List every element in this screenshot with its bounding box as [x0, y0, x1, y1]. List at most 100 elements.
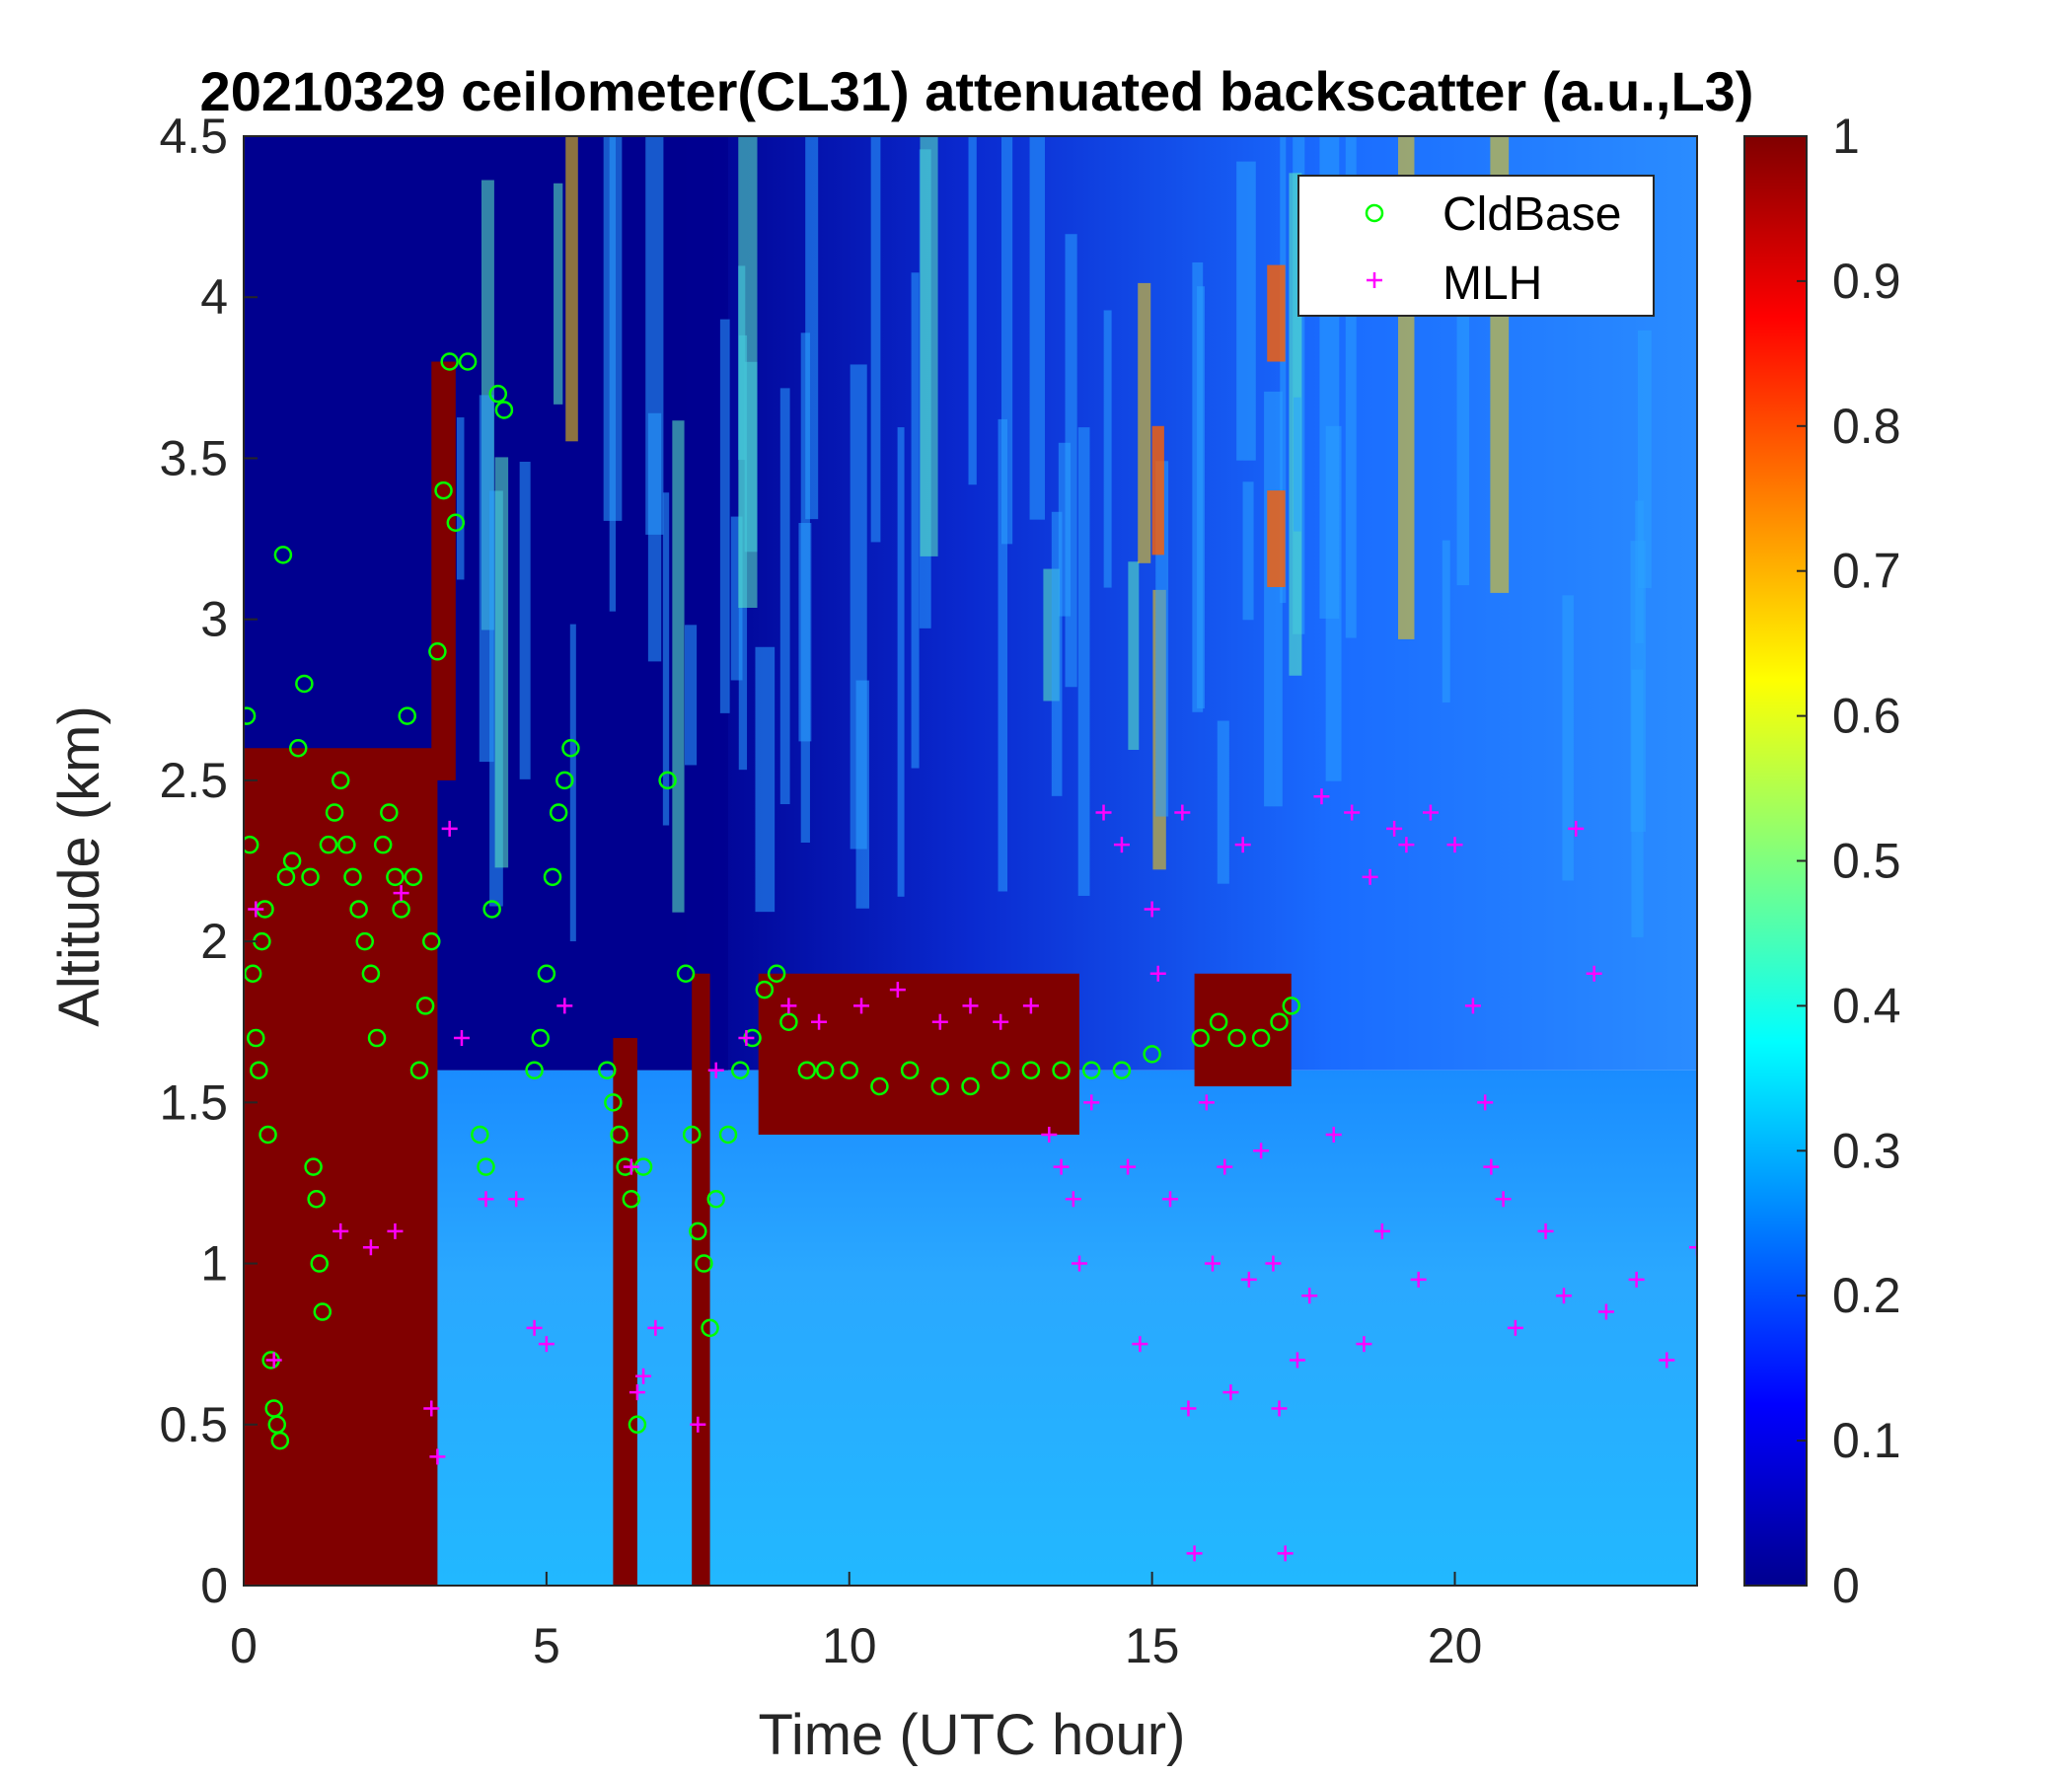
cldbase-point: [295, 674, 314, 694]
cldbase-point: [446, 513, 466, 532]
mlh-point: [1689, 1239, 1697, 1256]
dense-backscatter-region: [431, 361, 456, 780]
backscatter-streak: [897, 427, 905, 897]
mlh-point: [1446, 837, 1463, 853]
cldbase-point: [488, 384, 508, 404]
cldbase-point: [706, 1190, 725, 1209]
mlh-point: [647, 1319, 664, 1336]
cldbase-point: [307, 1190, 326, 1209]
backscatter-streak: [779, 388, 790, 805]
cldbase-point: [380, 803, 399, 822]
colorbar-tick-label: 0.6: [1832, 689, 1901, 744]
mlh-point: [1132, 1336, 1148, 1353]
cldbase-point: [250, 1061, 268, 1079]
mlh-point: [478, 1191, 494, 1208]
mlh-point: [1398, 837, 1415, 853]
plot-frame: [243, 135, 1698, 1587]
backscatter-streak: [755, 646, 776, 913]
cldbase-point: [1227, 1028, 1246, 1048]
dense-backscatter-region: [613, 1038, 637, 1586]
mlh-point: [811, 1013, 828, 1030]
y-tick-label: 3: [200, 592, 228, 647]
cldbase-point: [755, 980, 775, 999]
backscatter-streak: [662, 492, 670, 826]
cldbase-point: [247, 1028, 265, 1048]
backscatter-streak: [1456, 247, 1470, 586]
cldbase-point: [373, 835, 393, 854]
high-backscatter-patch: [1267, 490, 1286, 588]
cldbase-point: [543, 867, 562, 887]
backscatter-streak: [719, 319, 730, 713]
cldbase-point: [622, 1190, 641, 1209]
backscatter-streak: [1065, 234, 1077, 688]
mlh-point: [1586, 965, 1602, 982]
colorbar-ticks: 0 0.1 0.2 0.3 0.4 0.5 0.6 0.7 0.8 0.9 1: [1797, 109, 1901, 1613]
backscatter-streak: [855, 680, 869, 909]
cldbase-point: [471, 1125, 489, 1145]
cldbase-point: [628, 1415, 647, 1435]
mlh-point: [248, 901, 264, 918]
cldbase-point: [331, 771, 350, 790]
mlh-point: [1217, 1158, 1233, 1175]
mlh-point: [1234, 837, 1251, 853]
mlh-point: [993, 1013, 1009, 1030]
cldbase-point: [244, 835, 259, 854]
cldbase-point: [689, 1221, 707, 1241]
mlh-point: [362, 1239, 379, 1256]
mlh-point: [1180, 1400, 1197, 1417]
cldbase-point: [244, 964, 262, 984]
backscatter-streak: [1051, 511, 1063, 796]
backscatter-streak: [1264, 391, 1283, 807]
y-tick-label: 2: [200, 914, 228, 969]
colorbar-tick-label: 0.4: [1832, 978, 1901, 1033]
mlh-point: [556, 998, 573, 1014]
backscatter-streak: [1325, 425, 1342, 781]
legend-mlh-marker: [1367, 272, 1382, 288]
y-tick-label: 3.5: [159, 430, 228, 485]
backscatter-streak: [1280, 136, 1287, 604]
backscatter-streak: [730, 516, 743, 681]
backscatter-streak: [920, 136, 938, 556]
backscatter-streak: [1442, 540, 1450, 703]
mlh-point: [1271, 1400, 1288, 1417]
cldbase-point: [482, 900, 501, 919]
cldbase-point: [961, 1076, 980, 1096]
mlh-point: [1410, 1271, 1427, 1288]
mlh-point: [1386, 820, 1403, 837]
backscatter-streak: [479, 395, 494, 763]
cldbase-point: [477, 1157, 495, 1176]
backscatter-streak: [798, 523, 812, 742]
cldbase-point: [676, 964, 696, 984]
cldbase-point: [1270, 1012, 1289, 1031]
cldbase-point: [386, 867, 405, 887]
cldbase-point: [288, 738, 308, 758]
colorbar-tick-label: 0.8: [1832, 399, 1901, 454]
backscatter-streak: [870, 136, 881, 543]
cldbase-point: [270, 1431, 290, 1450]
cldbase-point: [731, 1061, 750, 1079]
mlh-point: [1301, 1288, 1318, 1304]
mlh-point: [1205, 1255, 1221, 1272]
x-tick-label: 20: [1428, 1618, 1483, 1673]
mlh-point: [738, 1030, 755, 1047]
cldbase-point: [355, 931, 374, 951]
cldbase-point: [337, 835, 356, 854]
cldbase-point: [273, 546, 293, 564]
backscatter-streak: [1138, 282, 1151, 563]
mlh-point: [1022, 998, 1039, 1014]
colorbar-tick-label: 0.2: [1832, 1268, 1901, 1323]
mlh-point: [265, 1352, 282, 1369]
backscatter-streak: [1242, 481, 1254, 621]
cldbase-point: [1112, 1061, 1132, 1079]
mlh-point: [1240, 1271, 1257, 1288]
y-tick-label: 0: [200, 1558, 228, 1613]
cldbase-point: [598, 1061, 617, 1079]
backscatter-streak: [1192, 261, 1204, 712]
mlh-point: [931, 1013, 948, 1030]
mlh-point: [1555, 1288, 1572, 1304]
cldbase-point: [259, 1125, 277, 1145]
cldbase-point: [840, 1061, 858, 1079]
backscatter-streak: [1217, 720, 1229, 884]
backscatter-streak: [494, 457, 509, 868]
cldbase-point: [343, 867, 362, 887]
